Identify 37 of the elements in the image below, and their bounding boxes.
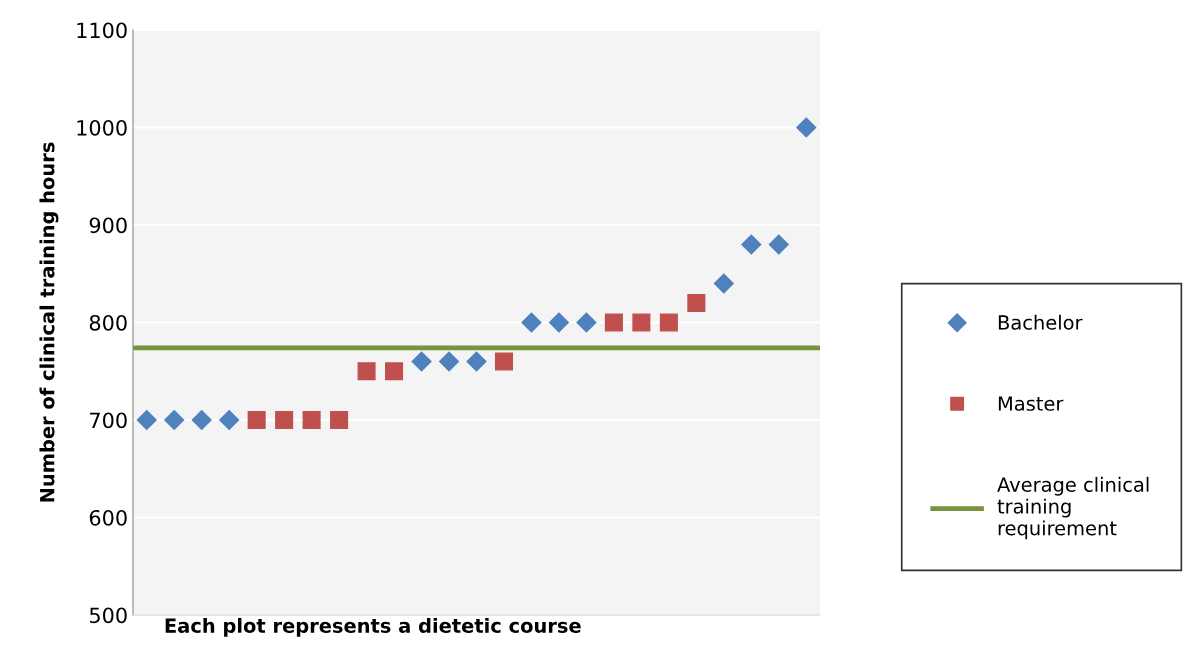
point — [687, 293, 706, 313]
y-tick-label: 500 — [89, 607, 127, 624]
point — [191, 409, 212, 431]
point — [604, 313, 623, 332]
legend-label: Bachelor — [998, 314, 1083, 330]
point — [247, 410, 266, 430]
y-tick-label: 700 — [90, 412, 127, 429]
y-tick-label: 600 — [89, 509, 127, 526]
point — [713, 273, 734, 294]
point — [275, 410, 294, 430]
point — [164, 409, 185, 431]
point — [576, 312, 597, 333]
point — [330, 410, 349, 430]
y-axis-title: Number of clinical training hours — [39, 142, 59, 502]
point — [357, 362, 376, 381]
point — [385, 362, 404, 381]
point — [466, 351, 487, 372]
point — [796, 117, 817, 138]
y-tick-label: 1100 — [77, 22, 127, 39]
point — [136, 409, 157, 431]
legend-label: Average clinical training requirement — [997, 476, 1149, 540]
point — [411, 351, 432, 372]
point — [219, 409, 240, 431]
y-tick-label: 800 — [89, 314, 127, 331]
point — [632, 313, 651, 332]
y-tick-label: 1000 — [77, 119, 127, 136]
point — [521, 312, 542, 333]
point — [302, 410, 321, 430]
legend-label: Master — [998, 396, 1064, 411]
point — [768, 234, 789, 255]
point — [659, 313, 678, 332]
point — [548, 312, 569, 333]
point — [494, 352, 514, 371]
x-axis-title: Each plot represents a dietetic course — [165, 617, 581, 637]
point — [438, 351, 460, 372]
point — [741, 234, 762, 255]
y-tick-label: 900 — [89, 217, 127, 234]
